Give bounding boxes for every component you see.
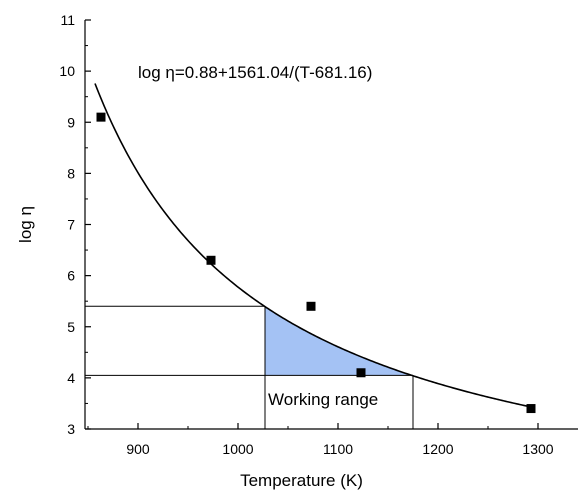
x-tick-label: 900 [126, 441, 150, 457]
working-range-fill [265, 306, 413, 376]
x-tick-label: 1200 [422, 441, 453, 457]
equation-label: log η=0.88+1561.04/(T-681.16) [138, 63, 372, 82]
y-tick-label: 7 [67, 217, 75, 233]
data-points [96, 112, 536, 414]
y-tick-label: 4 [67, 370, 75, 386]
data-point [526, 404, 536, 414]
y-tick-label: 5 [67, 319, 75, 335]
y-tick-label: 11 [60, 12, 75, 28]
data-point [356, 368, 366, 378]
data-point [206, 255, 216, 265]
y-tick-label: 9 [67, 114, 75, 130]
data-point [306, 301, 316, 311]
y-ticks: 3 4 5 6 7 8 9 10 11 [59, 12, 91, 437]
x-ticks: 900 1000 1100 1200 1300 [87, 423, 554, 457]
y-tick-label: 8 [67, 165, 75, 181]
working-range-label: Working range [268, 390, 378, 409]
y-tick-label: 3 [67, 421, 75, 437]
fit-curve [94, 83, 534, 409]
data-point [96, 112, 106, 122]
x-tick-label: 1100 [323, 441, 353, 457]
x-axis-title: Temperature (K) [240, 471, 363, 490]
y-axis-title: log η [16, 206, 35, 243]
y-tick-label: 6 [67, 268, 75, 284]
x-tick-label: 1000 [222, 441, 253, 457]
y-tick-label: 10 [59, 63, 75, 79]
x-tick-label: 1300 [522, 441, 553, 457]
